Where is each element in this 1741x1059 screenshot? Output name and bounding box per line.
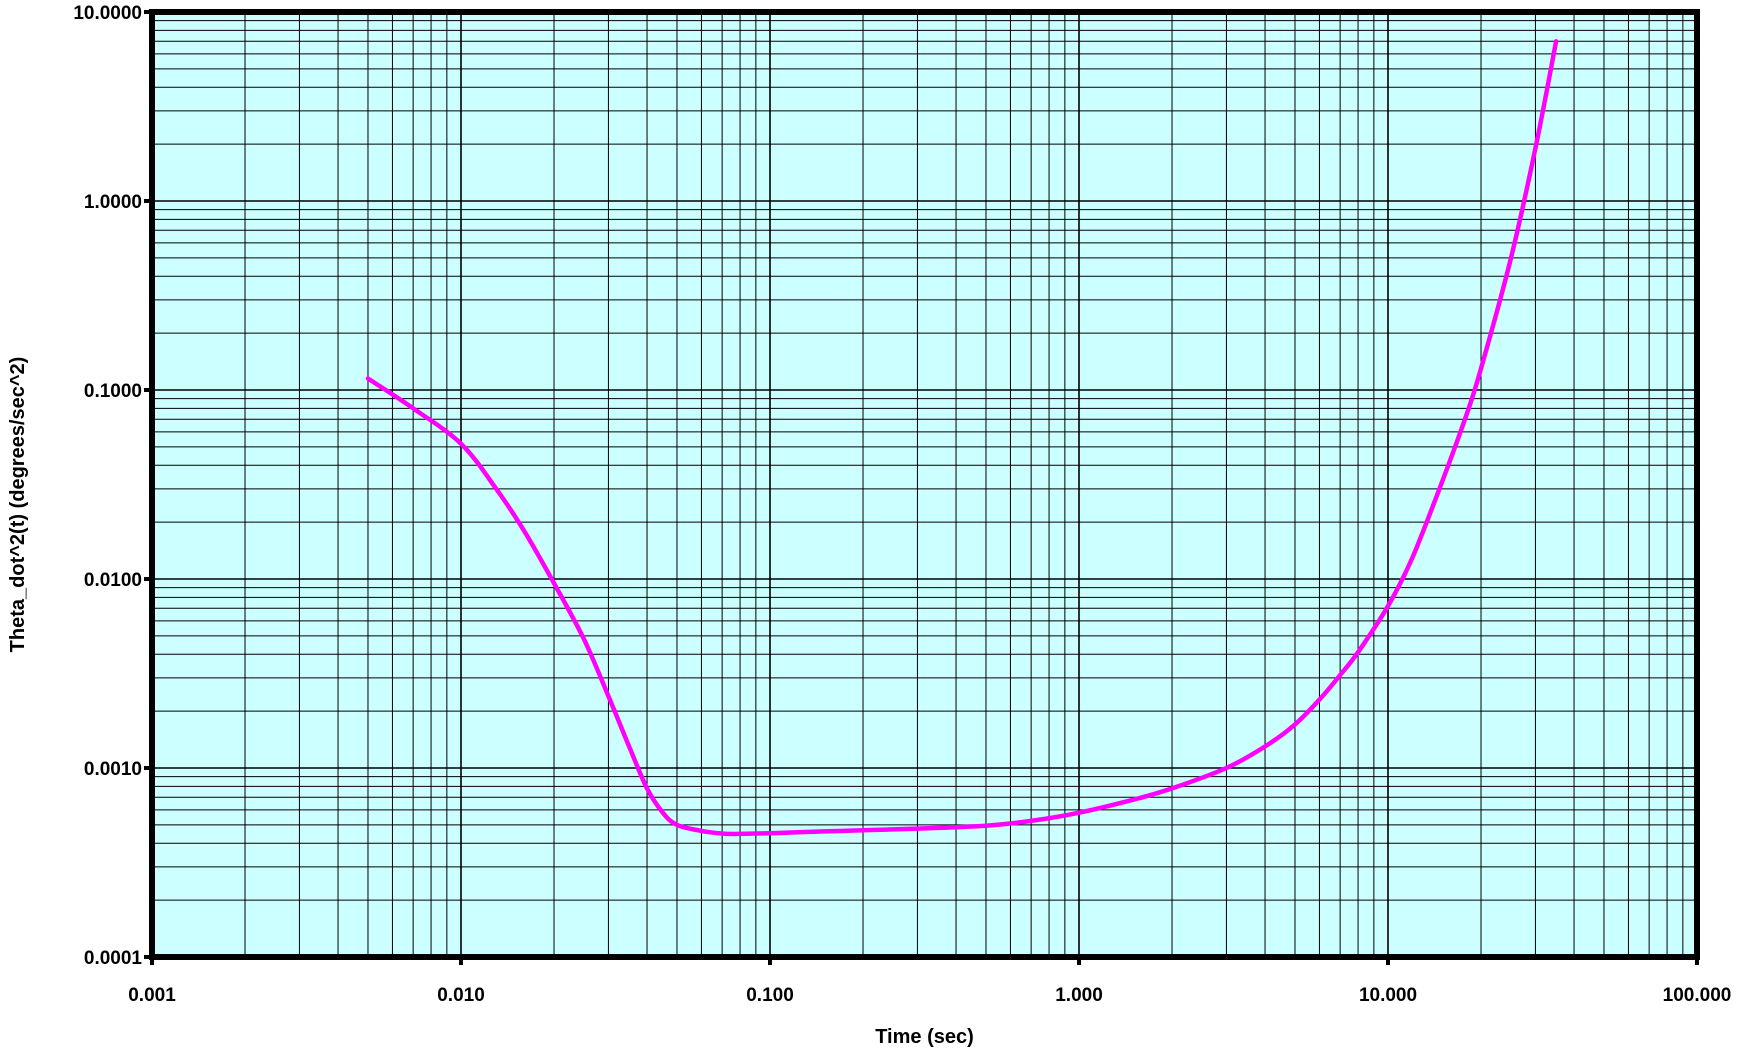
y-tick-label: 0.0100 [84, 570, 142, 591]
grid-minor [152, 12, 1697, 957]
y-tick-label: 0.0001 [84, 948, 143, 969]
y-tick-label: 0.0010 [84, 759, 142, 780]
x-tick-label: 0.010 [437, 985, 485, 1006]
x-tick-label: 0.001 [128, 985, 176, 1006]
x-tick-label: 0.100 [746, 985, 794, 1006]
x-tick-label: 100.000 [1663, 985, 1732, 1006]
y-tick-labels: 0.0001 0.0010 0.0100 0.1000 1.0000 10.0000 [73, 3, 142, 969]
x-tick-labels: 0.001 0.010 0.100 1.000 10.000 100.000 [128, 985, 1731, 1006]
x-tick-label: 1.000 [1055, 985, 1103, 1006]
x-axis-title: Time (sec) [875, 1026, 974, 1048]
y-ticks [144, 10, 152, 959]
plot-frame [149, 9, 1700, 960]
plot-background [152, 12, 1697, 957]
x-tick-label: 10.000 [1359, 985, 1417, 1006]
y-tick-label: 1.0000 [84, 192, 142, 213]
y-tick-label: 0.1000 [84, 381, 142, 402]
series-line [365, 39, 1559, 837]
y-axis-title: Theta_dot^2(t) (degrees/sec^2) [7, 357, 29, 653]
y-tick-label: 10.0000 [73, 3, 142, 24]
